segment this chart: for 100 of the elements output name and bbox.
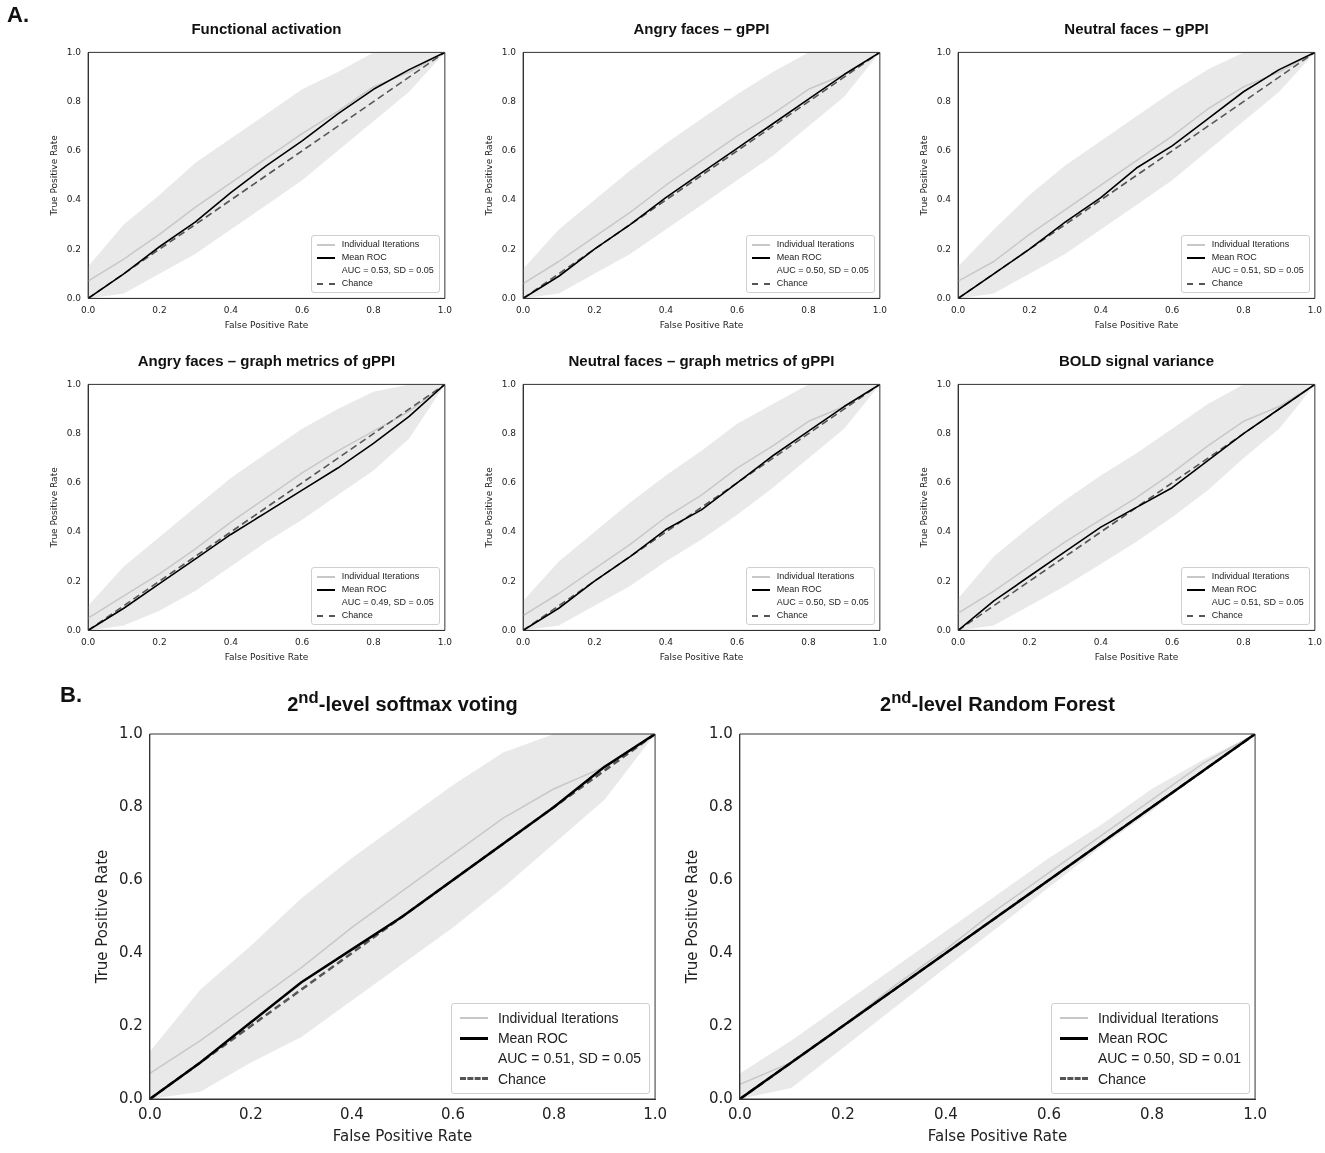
x-tick-label: 1.0 xyxy=(872,305,888,316)
x-tick-label: 0.8 xyxy=(801,305,816,316)
y-tick-label: 0.0 xyxy=(501,292,517,303)
x-tick-label: 0.2 xyxy=(152,637,167,648)
legend-label: Mean ROC xyxy=(497,1029,568,1049)
x-tick-label: 0.2 xyxy=(238,1104,263,1123)
y-tick-label: 0.0 xyxy=(936,624,952,635)
x-tick-label: 0.2 xyxy=(587,637,602,648)
y-tick-label: 0.8 xyxy=(501,427,517,438)
legend-label: Mean ROC xyxy=(776,583,822,597)
y-tick-label: 0.2 xyxy=(501,243,517,254)
y-tick-label: 1.0 xyxy=(936,378,952,389)
annotation: AUC = 0.51, SD = 0.05 xyxy=(1211,264,1304,278)
y-tick-label: 0.8 xyxy=(936,95,952,106)
x-tick-label: 0.0 xyxy=(950,305,966,316)
y-axis-title: True Positive Rate xyxy=(682,849,701,985)
legend-label: Individual Iterations xyxy=(1211,570,1290,584)
x-tick-label: 0.0 xyxy=(80,305,96,316)
x-tick-label: 0.2 xyxy=(152,305,167,316)
y-tick-label: 0.6 xyxy=(501,477,517,488)
y-tick-label: 0.6 xyxy=(936,477,952,488)
y-axis-title: True Positive Rate xyxy=(48,466,59,549)
y-tick-label: 0.0 xyxy=(936,292,952,303)
y-tick-label: 0.2 xyxy=(66,243,82,254)
x-tick-label: 1.0 xyxy=(1307,637,1323,648)
annotation: AUC = 0.49, SD = 0.05 xyxy=(341,596,434,610)
y-tick-label: 0.2 xyxy=(936,243,952,254)
y-tick-label: 0.8 xyxy=(709,796,733,815)
y-axis-title: True Positive Rate xyxy=(48,134,59,217)
x-tick-label: 0.0 xyxy=(137,1104,162,1123)
x-tick-label: 0.6 xyxy=(729,305,745,316)
x-tick-label: 0.6 xyxy=(294,637,310,648)
chart-title: BOLD signal variance xyxy=(1057,352,1215,369)
y-tick-label: 1.0 xyxy=(936,46,952,57)
legend-label: Mean ROC xyxy=(776,251,822,265)
x-tick-label: 1.0 xyxy=(1243,1104,1267,1123)
x-tick-label: 0.6 xyxy=(1164,305,1180,316)
x-tick-label: 0.8 xyxy=(1236,637,1251,648)
y-tick-label: 0.6 xyxy=(119,869,143,888)
chart-title: Neutral faces – graph metrics of gPPI xyxy=(567,352,836,369)
legend-label: Individual Iterations xyxy=(1097,1008,1219,1028)
legend-label: Chance xyxy=(1211,277,1243,291)
legend-label: Chance xyxy=(1211,609,1243,623)
y-tick-label: 1.0 xyxy=(66,46,82,57)
y-tick-label: 0.8 xyxy=(66,95,82,106)
x-tick-label: 0.2 xyxy=(1022,637,1037,648)
x-tick-label: 0.4 xyxy=(223,305,239,316)
x-tick-label: 0.0 xyxy=(515,305,531,316)
annotation: AUC = 0.50, SD = 0.01 xyxy=(1097,1049,1242,1069)
x-tick-label: 0.4 xyxy=(658,305,674,316)
x-tick-label: 1.0 xyxy=(437,305,453,316)
legend-label: Mean ROC xyxy=(1097,1029,1168,1049)
y-tick-label: 0.8 xyxy=(936,427,952,438)
annotation: AUC = 0.50, SD = 0.05 xyxy=(776,596,869,610)
y-tick-label: 0.2 xyxy=(119,1015,143,1034)
y-tick-label: 1.0 xyxy=(119,723,143,742)
y-tick-label: 0.8 xyxy=(501,95,517,106)
x-tick-label: 0.4 xyxy=(658,637,674,648)
legend-label: Individual Iterations xyxy=(1211,238,1290,252)
x-tick-label: 0.8 xyxy=(801,637,816,648)
y-tick-label: 0.6 xyxy=(501,145,517,156)
y-axis-title: True Positive Rate xyxy=(92,849,111,985)
y-tick-label: 0.4 xyxy=(709,942,733,961)
y-tick-label: 1.0 xyxy=(501,46,517,57)
legend-label: Chance xyxy=(341,609,373,623)
y-tick-label: 0.6 xyxy=(66,477,82,488)
y-tick-label: 0.2 xyxy=(66,575,82,586)
x-tick-label: 0.0 xyxy=(950,637,966,648)
x-tick-label: 0.4 xyxy=(340,1104,364,1123)
chart-title: 2$^{nd}$-level Random Forest xyxy=(879,688,1116,716)
x-tick-label: 0.0 xyxy=(515,637,531,648)
y-axis-title: True Positive Rate xyxy=(918,134,929,217)
legend-label: Mean ROC xyxy=(341,583,387,597)
annotation: AUC = 0.50, SD = 0.05 xyxy=(776,264,869,278)
y-tick-label: 0.4 xyxy=(936,194,952,205)
y-tick-label: 1.0 xyxy=(66,378,82,389)
x-tick-label: 0.8 xyxy=(542,1104,566,1123)
y-tick-label: 0.0 xyxy=(501,624,517,635)
y-tick-label: 0.4 xyxy=(66,526,82,537)
x-tick-label: 0.2 xyxy=(587,305,602,316)
x-tick-label: 0.8 xyxy=(1140,1104,1164,1123)
x-tick-label: 0.6 xyxy=(294,305,310,316)
y-tick-label: 0.2 xyxy=(501,575,517,586)
x-axis-title: False Positive Rate xyxy=(1094,651,1179,662)
x-tick-label: 0.2 xyxy=(1022,305,1037,316)
y-tick-label: 0.2 xyxy=(936,575,952,586)
y-axis-title: True Positive Rate xyxy=(483,134,494,217)
x-tick-label: 0.6 xyxy=(441,1104,465,1123)
y-tick-label: 0.6 xyxy=(66,145,82,156)
x-tick-label: 0.2 xyxy=(830,1104,855,1123)
annotation: AUC = 0.51, SD = 0.05 xyxy=(497,1049,642,1069)
legend-label: Individual Iterations xyxy=(776,238,855,252)
legend-label: Mean ROC xyxy=(1211,251,1257,265)
x-axis-title: False Positive Rate xyxy=(659,319,744,330)
y-tick-label: 0.4 xyxy=(501,526,517,537)
x-tick-label: 1.0 xyxy=(643,1104,667,1123)
x-tick-label: 1.0 xyxy=(872,637,888,648)
x-tick-label: 0.8 xyxy=(366,637,381,648)
text: B. xyxy=(60,682,82,708)
y-tick-label: 0.4 xyxy=(936,526,952,537)
